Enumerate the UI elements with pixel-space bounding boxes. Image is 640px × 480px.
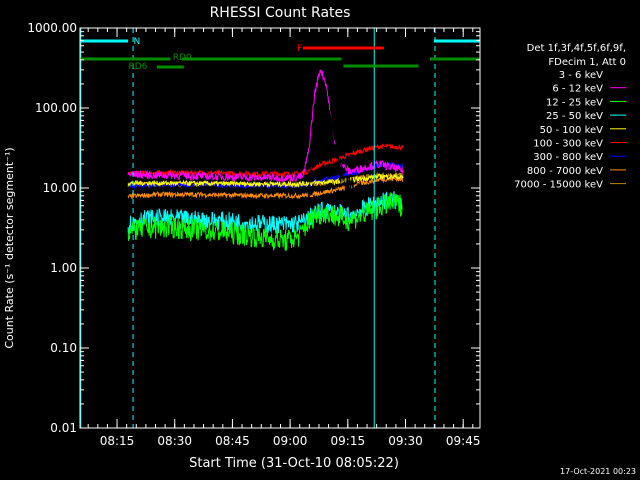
- y-tick-label-5: 1000.00: [27, 21, 77, 35]
- y-tick-label-4: 100.00: [35, 101, 77, 115]
- series-line-12-25-keV: [127, 192, 404, 252]
- x-tick-label-3: 09:00: [273, 434, 308, 448]
- y-axis-label: Count Rate (s⁻¹ detector segment⁻¹): [3, 147, 16, 348]
- axes-layer: 0.01 0.10 1.00 10.00 100.00 1000.00 08:15 08:30…: [27, 21, 481, 448]
- x-axis-label: Start Time (31-Oct-10 08:05:22): [189, 456, 399, 471]
- y-tick-label-3: 10.00: [43, 181, 77, 195]
- x-tick-label-2: 08:45: [215, 434, 250, 448]
- x-tick-label-5: 09:30: [388, 434, 423, 448]
- footer-timestamp: 17-Oct-2021 00:23: [560, 467, 636, 476]
- series-line-6-12-keV: [127, 69, 404, 183]
- chart-title: RHESSI Count Rates: [210, 5, 351, 21]
- series-line-100-300-keV: [127, 143, 404, 178]
- night-label: N: [133, 37, 140, 47]
- legend-header-line-2: FDecim 1, Att 0: [548, 57, 626, 68]
- series-layer: [127, 69, 404, 428]
- series-line-50-100-keV: [127, 173, 404, 189]
- legend-entry-label-4: 50 - 100 keV: [540, 125, 604, 136]
- legend: Det 1f,3f,4f,5f,6f,9f, FDecim 1, Att 0 3 -…: [514, 43, 626, 191]
- rd0-label: RD0: [173, 53, 192, 63]
- y-tick-label-2: 1.00: [50, 261, 77, 275]
- x-tick-label-0: 08:15: [100, 434, 135, 448]
- x-tick-label-1: 08:30: [157, 434, 192, 448]
- legend-entry-label-5: 100 - 300 keV: [533, 139, 603, 150]
- legend-entry-label-8: 7000 - 15000 keV: [514, 180, 603, 191]
- legend-entry-label-0: 3 - 6 keV: [559, 70, 603, 81]
- legend-entry-label-1: 6 - 12 keV: [552, 84, 603, 95]
- x-tick-label-6: 09:45: [446, 434, 481, 448]
- legend-header-line-1: Det 1f,3f,4f,5f,6f,9f,: [527, 43, 626, 54]
- legend-entry-label-2: 12 - 25 keV: [546, 97, 603, 108]
- x-tick-label-4: 09:15: [331, 434, 366, 448]
- y-tick-label-0: 0.01: [50, 421, 77, 435]
- legend-entry-label-7: 800 - 7000 keV: [527, 166, 603, 177]
- legend-entry-label-3: 25 - 50 keV: [546, 111, 603, 122]
- rd6-label: RD6: [128, 62, 147, 72]
- annotation-layer: N F RD0 RD6: [80, 28, 480, 428]
- series-line-800-7000-keV: [127, 175, 404, 200]
- legend-entry-label-6: 300 - 800 keV: [533, 152, 603, 163]
- y-tick-label-1: 0.10: [50, 341, 77, 355]
- flare-label: F: [297, 44, 302, 54]
